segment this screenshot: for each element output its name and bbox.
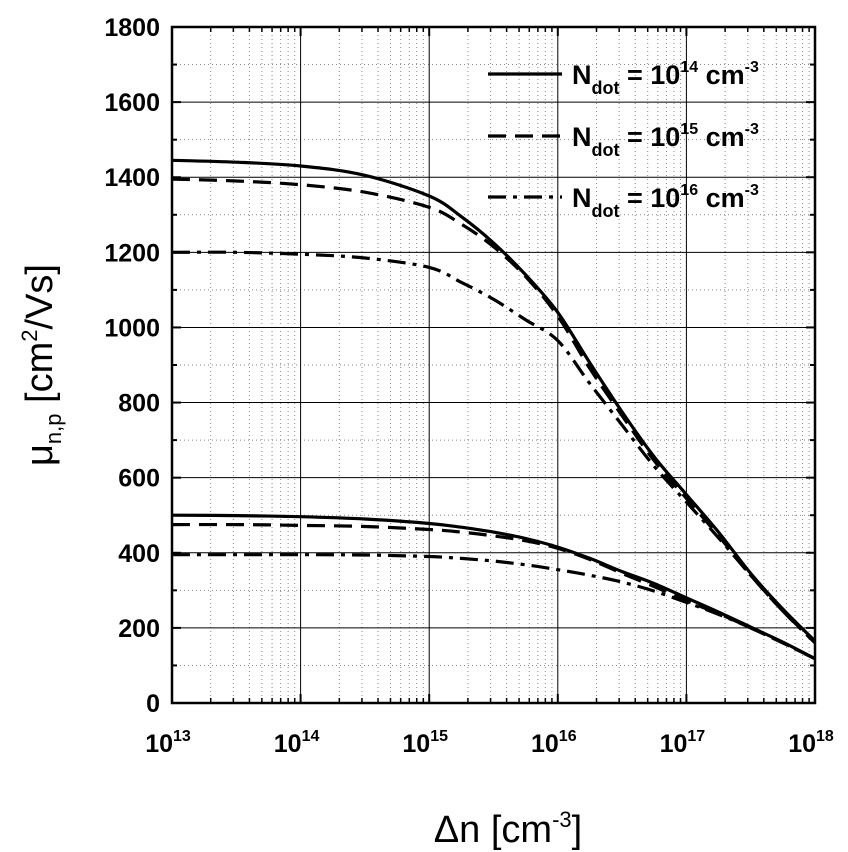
major-grid (172, 27, 815, 703)
x-tick-label: 1017 (660, 728, 706, 758)
legend-label-part: N (572, 60, 592, 90)
series-line-solid (171, 158, 817, 643)
x-tick-label-base: 10 (274, 730, 302, 758)
x-tick-label-base: 10 (660, 730, 688, 758)
x-axis-title-suffix: ] (572, 809, 583, 851)
tick-marks (171, 26, 816, 704)
legend-label-part: = 10 (619, 183, 680, 213)
x-tick-label: 1015 (402, 728, 448, 758)
y-axis-title-sup: 2 (17, 329, 42, 341)
y-axis-title-suffix: /Vs] (19, 264, 61, 329)
x-tick-label-base: 10 (531, 730, 559, 758)
legend-label-part: -3 (745, 121, 759, 138)
y-axis-title: μn,p [cm2/Vs] (17, 264, 66, 466)
legend-label-part: cm (698, 122, 745, 152)
x-tick-label-exp: 18 (816, 728, 834, 745)
x-axis-title-prefix: Δn [cm (434, 809, 552, 851)
x-tick-label-base: 10 (402, 730, 430, 758)
x-tick-label: 1016 (531, 728, 577, 758)
y-tick-label: 600 (118, 465, 160, 493)
y-axis-title-sub: n,p (41, 414, 66, 445)
legend-label-part: N (572, 122, 592, 152)
legend-label-part: = 10 (619, 122, 680, 152)
x-tick-label-base: 10 (145, 730, 173, 758)
y-tick-label: 800 (118, 390, 160, 418)
legend-label-part: = 10 (619, 60, 680, 90)
y-axis-title-main: μ (19, 444, 61, 466)
y-tick-labels: 0 200 400 600 800 1000 1200 1400 1600 1800 (104, 14, 160, 718)
x-axis-title: Δn [cm-3] (434, 807, 582, 851)
x-tick-label-exp: 15 (430, 728, 448, 745)
legend-label-part: cm (698, 60, 745, 90)
legend-label-part: N (572, 183, 592, 213)
y-tick-label: 1600 (104, 89, 160, 117)
legend-label-part: 15 (680, 121, 698, 138)
series-layer (171, 158, 817, 661)
x-tick-label-base: 10 (788, 730, 816, 758)
x-tick-label-exp: 17 (687, 728, 705, 745)
series-line-dash (171, 177, 817, 644)
y-tick-label: 200 (118, 615, 160, 643)
x-tick-label-exp: 13 (173, 728, 191, 745)
y-tick-label: 0 (146, 690, 160, 718)
y-tick-label: 1000 (104, 314, 160, 342)
legend-label-part: cm (698, 183, 745, 213)
legend-label-part: 16 (680, 182, 698, 199)
legend-label-part: -3 (745, 182, 759, 199)
y-tick-label: 1400 (104, 164, 160, 192)
legend-label-part: dot (592, 140, 620, 160)
x-tick-labels: 1013 1014 1015 1016 1017 1018 (145, 728, 834, 758)
x-tick-label: 1018 (788, 728, 834, 758)
y-tick-label: 1200 (104, 239, 160, 267)
legend-label-part: -3 (745, 59, 759, 76)
legend-label-part: dot (592, 201, 620, 221)
y-tick-label: 400 (118, 540, 160, 568)
legend-label: Ndot = 1015 cm-3 (572, 121, 759, 160)
legend-label: Ndot = 1016 cm-3 (572, 182, 759, 221)
x-tick-label: 1014 (274, 728, 320, 758)
series-line-dashdot (172, 553, 816, 661)
series-line-dash (171, 522, 816, 661)
x-tick-label-exp: 16 (559, 728, 577, 745)
y-tick-label: 1800 (104, 14, 160, 42)
minor-grid (172, 27, 815, 703)
x-axis-title-sup: -3 (552, 807, 572, 832)
legend-label: Ndot = 1014 cm-3 (572, 59, 759, 98)
x-tick-label: 1013 (145, 728, 191, 758)
legend-label-part: 14 (680, 59, 698, 76)
y-axis-title-mid: [cm (19, 342, 61, 414)
series-line-dashdot (171, 250, 817, 645)
legend-label-part: dot (592, 78, 620, 98)
x-tick-label-exp: 14 (302, 728, 320, 745)
